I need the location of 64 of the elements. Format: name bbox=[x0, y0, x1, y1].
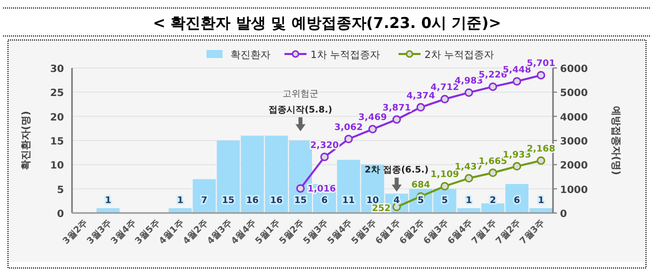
point bbox=[368, 124, 377, 134]
point bbox=[296, 184, 305, 193]
data-label: 684 bbox=[411, 180, 430, 190]
data-label: 3,469 bbox=[358, 113, 387, 124]
point bbox=[488, 82, 498, 91]
data-label: 1 bbox=[104, 196, 112, 206]
data-label: 16 bbox=[270, 196, 283, 206]
annotation: 2차 접종(6.5.) bbox=[364, 166, 429, 176]
y2-tick-label: 1000 bbox=[560, 184, 588, 196]
data-label: 3,871 bbox=[382, 103, 411, 114]
y2-tick-label: 2000 bbox=[560, 160, 588, 172]
y-tick-label: 5 bbox=[57, 184, 64, 196]
data-label: 2 bbox=[490, 196, 496, 206]
data-label: 6 bbox=[321, 196, 328, 206]
legend-label: 확진환자 bbox=[230, 50, 270, 61]
data-label: 2,320 bbox=[310, 140, 339, 151]
y2-tick-label: 3000 bbox=[560, 136, 588, 148]
data-label: 4,712 bbox=[430, 83, 460, 94]
data-label: 1,016 bbox=[307, 184, 336, 194]
y-tick-label: 0 bbox=[57, 209, 64, 220]
point bbox=[488, 168, 498, 178]
point bbox=[464, 88, 474, 97]
data-label: 4,374 bbox=[406, 91, 435, 102]
data-label: 6 bbox=[514, 196, 520, 206]
bar bbox=[96, 208, 120, 213]
y-tick-label: 20 bbox=[50, 112, 64, 124]
y2-axis-title: 예방접종자(명) bbox=[610, 106, 621, 176]
y2-tick-label: 6000 bbox=[560, 64, 588, 75]
data-label: 1 bbox=[177, 196, 184, 206]
data-label: 16 bbox=[246, 196, 259, 206]
chart-title: < 확진환자 발생 및 예방접종자(7.23. 0시 기준)> bbox=[152, 14, 502, 32]
y-tick-label: 10 bbox=[50, 160, 64, 172]
point bbox=[416, 103, 425, 112]
data-label: 7 bbox=[201, 196, 208, 206]
data-label: 5 bbox=[442, 196, 448, 206]
y-tick-label: 15 bbox=[50, 136, 64, 148]
y-axis-title: 확진환자(명) bbox=[21, 110, 32, 170]
point bbox=[320, 152, 329, 162]
data-label: 11 bbox=[342, 196, 355, 206]
point bbox=[536, 70, 546, 80]
point bbox=[512, 77, 522, 86]
data-label: 1,109 bbox=[430, 170, 460, 180]
point bbox=[464, 174, 474, 183]
y2-tick-label: 4000 bbox=[560, 112, 588, 124]
data-label: 3,062 bbox=[334, 123, 363, 133]
data-label: 1 bbox=[538, 196, 544, 206]
point bbox=[392, 115, 401, 124]
y2-tick-label: 0 bbox=[560, 209, 567, 220]
legend-label: 1차 누적접종자 bbox=[310, 50, 380, 61]
point bbox=[512, 162, 522, 171]
point bbox=[536, 156, 546, 165]
y-tick-label: 30 bbox=[50, 64, 64, 75]
point bbox=[440, 94, 450, 104]
y-tick-label: 25 bbox=[50, 88, 64, 100]
annotation: 고위험군 접종시작(5.8.) bbox=[268, 89, 332, 116]
point bbox=[344, 134, 353, 144]
point bbox=[440, 182, 450, 190]
data-label: 4 bbox=[394, 196, 400, 206]
data-label: 15 bbox=[294, 196, 307, 206]
data-label: 1 bbox=[466, 196, 472, 206]
legend-label: 2차 누적접종자 bbox=[424, 50, 494, 61]
y2-tick-label: 5000 bbox=[560, 88, 588, 100]
data-label: 252 bbox=[372, 204, 391, 214]
data-label: 15 bbox=[222, 196, 235, 206]
